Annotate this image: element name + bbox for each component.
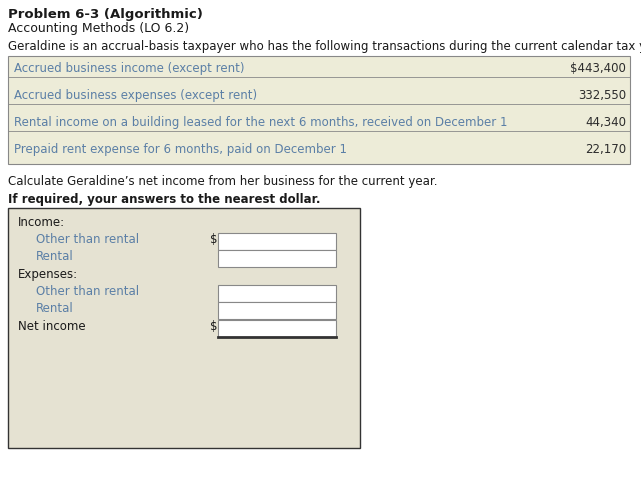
Text: $443,400: $443,400 — [570, 62, 626, 75]
Text: Accrued business expenses (except rent): Accrued business expenses (except rent) — [14, 89, 257, 102]
FancyBboxPatch shape — [8, 208, 360, 448]
Text: 332,550: 332,550 — [578, 89, 626, 102]
FancyBboxPatch shape — [218, 320, 336, 337]
Text: If required, your answers to the nearest dollar.: If required, your answers to the nearest… — [8, 193, 320, 206]
Text: $: $ — [210, 320, 217, 333]
Text: $: $ — [210, 233, 217, 246]
Text: 44,340: 44,340 — [585, 116, 626, 129]
FancyBboxPatch shape — [218, 233, 336, 250]
Text: Other than rental: Other than rental — [36, 233, 139, 246]
Text: Net income: Net income — [18, 320, 86, 333]
FancyBboxPatch shape — [218, 302, 336, 319]
Text: Accounting Methods (LO 6.2): Accounting Methods (LO 6.2) — [8, 22, 189, 35]
Text: Income:: Income: — [18, 216, 65, 229]
FancyBboxPatch shape — [8, 56, 630, 164]
FancyBboxPatch shape — [218, 250, 336, 267]
Text: Rental: Rental — [36, 250, 74, 263]
Text: 22,170: 22,170 — [585, 143, 626, 156]
Text: Problem 6-3 (Algorithmic): Problem 6-3 (Algorithmic) — [8, 8, 203, 21]
Text: Expenses:: Expenses: — [18, 268, 78, 281]
Text: Accrued business income (except rent): Accrued business income (except rent) — [14, 62, 244, 75]
Text: Other than rental: Other than rental — [36, 285, 139, 298]
Text: Calculate Geraldine’s net income from her business for the current year.: Calculate Geraldine’s net income from he… — [8, 175, 438, 188]
FancyBboxPatch shape — [218, 285, 336, 302]
Text: Rental income on a building leased for the next 6 months, received on December 1: Rental income on a building leased for t… — [14, 116, 508, 129]
Text: Rental: Rental — [36, 302, 74, 315]
Text: Geraldine is an accrual-basis taxpayer who has the following transactions during: Geraldine is an accrual-basis taxpayer w… — [8, 40, 641, 53]
Text: Prepaid rent expense for 6 months, paid on December 1: Prepaid rent expense for 6 months, paid … — [14, 143, 347, 156]
